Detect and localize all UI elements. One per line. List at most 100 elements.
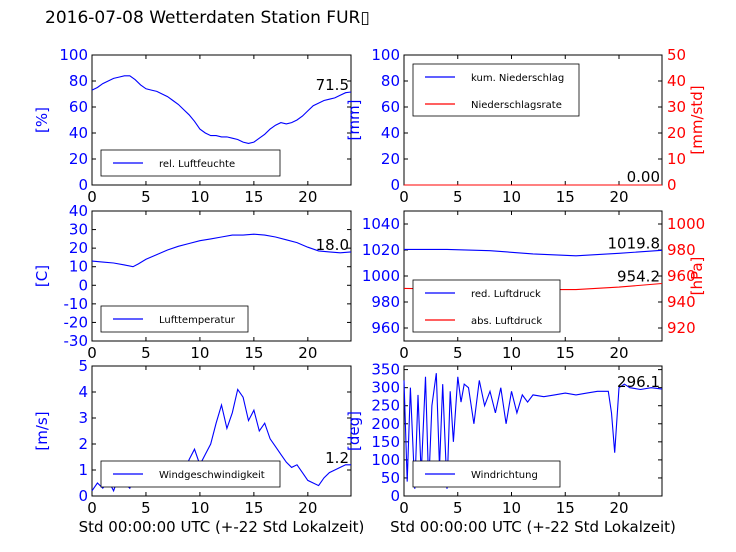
y-axis-label: [C] <box>33 265 51 287</box>
y-tick-label: 100 <box>371 451 400 469</box>
y-axis-label: [deg] <box>345 411 363 451</box>
y-tick-label: 1020 <box>362 241 400 259</box>
series-line-red-luftdruck <box>404 248 663 257</box>
y2-tick-label: 40 <box>667 72 686 90</box>
y-tick-label: 50 <box>381 469 400 487</box>
y-tick-label: 3 <box>78 409 88 427</box>
x-tick-label: 5 <box>141 188 151 206</box>
y-tick-label: -10 <box>64 295 89 313</box>
x-tick-label: 20 <box>609 499 628 517</box>
y-tick-label: 350 <box>371 361 400 379</box>
y2-tick-label: 30 <box>667 98 686 116</box>
y-tick-label: 40 <box>381 124 400 142</box>
x-tick-label: 5 <box>453 499 463 517</box>
y-tick-label: 5 <box>78 357 88 375</box>
y2-axis-label: [hPa] <box>688 257 706 296</box>
y-tick-label: 60 <box>381 98 400 116</box>
x-tick-label: 5 <box>141 344 151 362</box>
x-tick-label: 5 <box>141 499 151 517</box>
y-tick-label: 0 <box>390 176 400 194</box>
y2-tick-label: 50 <box>667 46 686 64</box>
y-tick-label: -30 <box>64 332 89 350</box>
x-tick-label: 15 <box>244 344 263 362</box>
y2-tick-label: 10 <box>667 150 686 168</box>
x-tick-label: 20 <box>298 188 317 206</box>
x-tick-label: 10 <box>190 344 209 362</box>
panel-top-left <box>91 54 352 186</box>
y-tick-label: 0 <box>78 487 88 505</box>
y2-tick-label: 1000 <box>667 215 705 233</box>
x-tick-label: 0 <box>399 499 409 517</box>
x-axis-label-right: Std 00:00:00 UTC (+-22 Std Lokalzeit) <box>390 518 676 536</box>
y-tick-label: 100 <box>371 46 400 64</box>
last-value-label: 0.00 <box>627 168 660 186</box>
y-tick-label: 200 <box>371 415 400 433</box>
x-tick-label: 20 <box>609 344 628 362</box>
y-tick-label: 80 <box>69 72 88 90</box>
x-tick-label: 0 <box>87 499 97 517</box>
legend-entry: kum. Niederschlag <box>471 73 564 84</box>
y-tick-label: 0 <box>390 487 400 505</box>
y2-tick-label: 980 <box>667 241 696 259</box>
series-line-lufttemperatur <box>91 233 352 268</box>
legend-entry: Windgeschwindigkeit <box>159 470 265 481</box>
y-axis-label: [%] <box>33 107 51 133</box>
x-tick-label: 0 <box>399 188 409 206</box>
legend-entry: red. Luftdruck <box>471 289 541 300</box>
y2-tick-label: 0 <box>667 176 677 194</box>
series-line-windrichtung <box>403 373 663 489</box>
x-tick-label: 5 <box>453 344 463 362</box>
y-tick-label: 4 <box>78 383 88 401</box>
x-tick-label: 20 <box>298 344 317 362</box>
last-value-label: 1.2 <box>325 449 349 467</box>
y-tick-label: 20 <box>69 239 88 257</box>
y-axis-label: [m/s] <box>33 411 51 450</box>
last-value-label: 1019.8 <box>608 234 661 252</box>
y-tick-label: 20 <box>381 150 400 168</box>
x-tick-label: 5 <box>453 188 463 206</box>
y-tick-label: 1040 <box>362 215 400 233</box>
legend-entry: Windrichtung <box>471 470 538 481</box>
y2-tick-label: 20 <box>667 124 686 142</box>
x-tick-label: 15 <box>244 499 263 517</box>
x-tick-label: 0 <box>399 344 409 362</box>
x-tick-label: 0 <box>87 188 97 206</box>
x-tick-label: 10 <box>190 188 209 206</box>
y-tick-label: 1000 <box>362 267 400 285</box>
y-tick-label: 80 <box>381 72 400 90</box>
y2-tick-label: 920 <box>667 319 696 337</box>
x-tick-label: 15 <box>556 499 575 517</box>
y-tick-label: -20 <box>64 313 89 331</box>
x-tick-label: 20 <box>609 188 628 206</box>
y-tick-label: 150 <box>371 433 400 451</box>
y-tick-label: 0 <box>78 176 88 194</box>
panel-top-right <box>403 54 663 186</box>
y-tick-label: 60 <box>69 98 88 116</box>
y-tick-label: 100 <box>59 46 88 64</box>
legend-box <box>412 279 561 333</box>
x-tick-label: 10 <box>190 499 209 517</box>
legend-entry: rel. Luftfeuchte <box>159 159 235 170</box>
last-value-label-2: 954.2 <box>617 268 660 286</box>
x-tick-label: 10 <box>502 344 521 362</box>
x-tick-label: 10 <box>502 499 521 517</box>
legend-entry: Lufttemperatur <box>159 315 236 326</box>
last-value-label: 296.1 <box>617 373 660 391</box>
last-value-label: 18.0 <box>316 236 349 254</box>
y-tick-label: 300 <box>371 379 400 397</box>
y-tick-label: 30 <box>69 221 88 239</box>
legend-box <box>412 63 580 117</box>
x-axis-label-left: Std 00:00:00 UTC (+-22 Std Lokalzeit) <box>79 518 365 536</box>
x-tick-label: 15 <box>556 188 575 206</box>
panel-middle-left <box>91 210 352 342</box>
x-tick-label: 20 <box>298 499 317 517</box>
y-tick-label: 40 <box>69 124 88 142</box>
y2-axis-label: [mm/std] <box>688 85 706 154</box>
y-tick-label: 0 <box>78 276 88 294</box>
panel-bottom-right <box>403 365 663 497</box>
x-tick-label: 0 <box>87 344 97 362</box>
y-tick-label: 250 <box>371 397 400 415</box>
y-tick-label: 20 <box>69 150 88 168</box>
y-tick-label: 40 <box>69 202 88 220</box>
